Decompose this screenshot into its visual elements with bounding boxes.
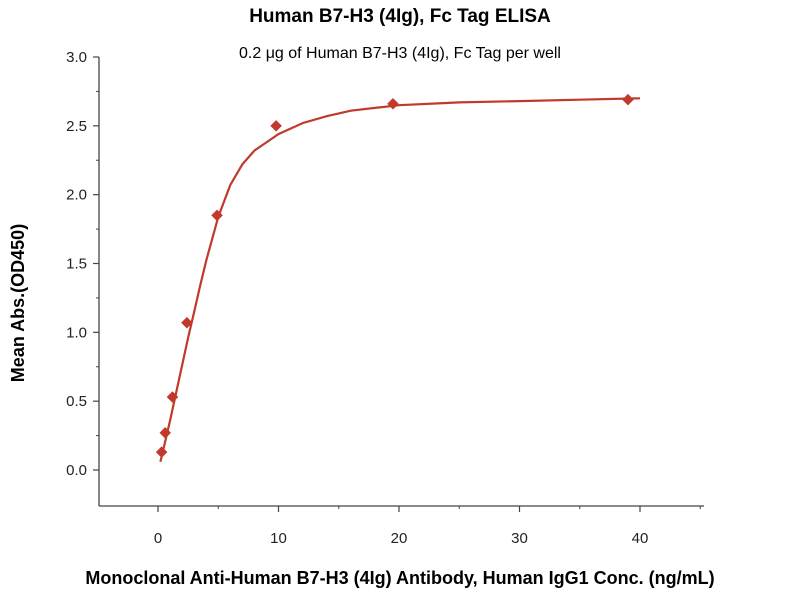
data-point [387, 97, 399, 110]
y-tick-label: 1.0 [66, 324, 87, 341]
data-point [622, 93, 634, 106]
y-tick-label: 3.0 [66, 49, 87, 66]
x-tick-label: 0 [154, 530, 162, 547]
x-tick-label: 30 [511, 530, 528, 547]
fit-curve-layer [159, 97, 641, 462]
x-tick-label: 40 [632, 530, 649, 547]
y-tick-label: 2.0 [66, 187, 87, 204]
y-tick-label: 0.5 [66, 393, 87, 410]
chart-title: Human B7-H3 (4Ig), Fc Tag ELISA [249, 6, 551, 27]
y-tick-label: 0.0 [66, 462, 87, 479]
y-axis-label: Mean Abs.(OD450) [8, 224, 28, 382]
data-point [166, 391, 179, 403]
fit-curve [159, 97, 641, 462]
data-point [155, 446, 168, 458]
x-tick-label: 10 [270, 530, 287, 547]
data-point [159, 426, 172, 439]
x-axis-label: Monoclonal Anti-Human B7-H3 (4Ig) Antibo… [85, 568, 714, 588]
data-points-layer [155, 93, 634, 458]
x-tick-label: 20 [391, 530, 408, 547]
y-tick-label: 1.5 [66, 256, 87, 273]
data-point [181, 316, 193, 329]
data-point [270, 119, 282, 132]
y-tick-label: 2.5 [66, 118, 87, 135]
chart-subtitle: 0.2 μg of Human B7-H3 (4Ig), Fc Tag per … [239, 45, 561, 62]
axes: 0.0 0.5 1.0 1.5 2.0 2.5 3.0 0 10 20 30 40 [66, 49, 704, 547]
data-point [211, 209, 223, 222]
